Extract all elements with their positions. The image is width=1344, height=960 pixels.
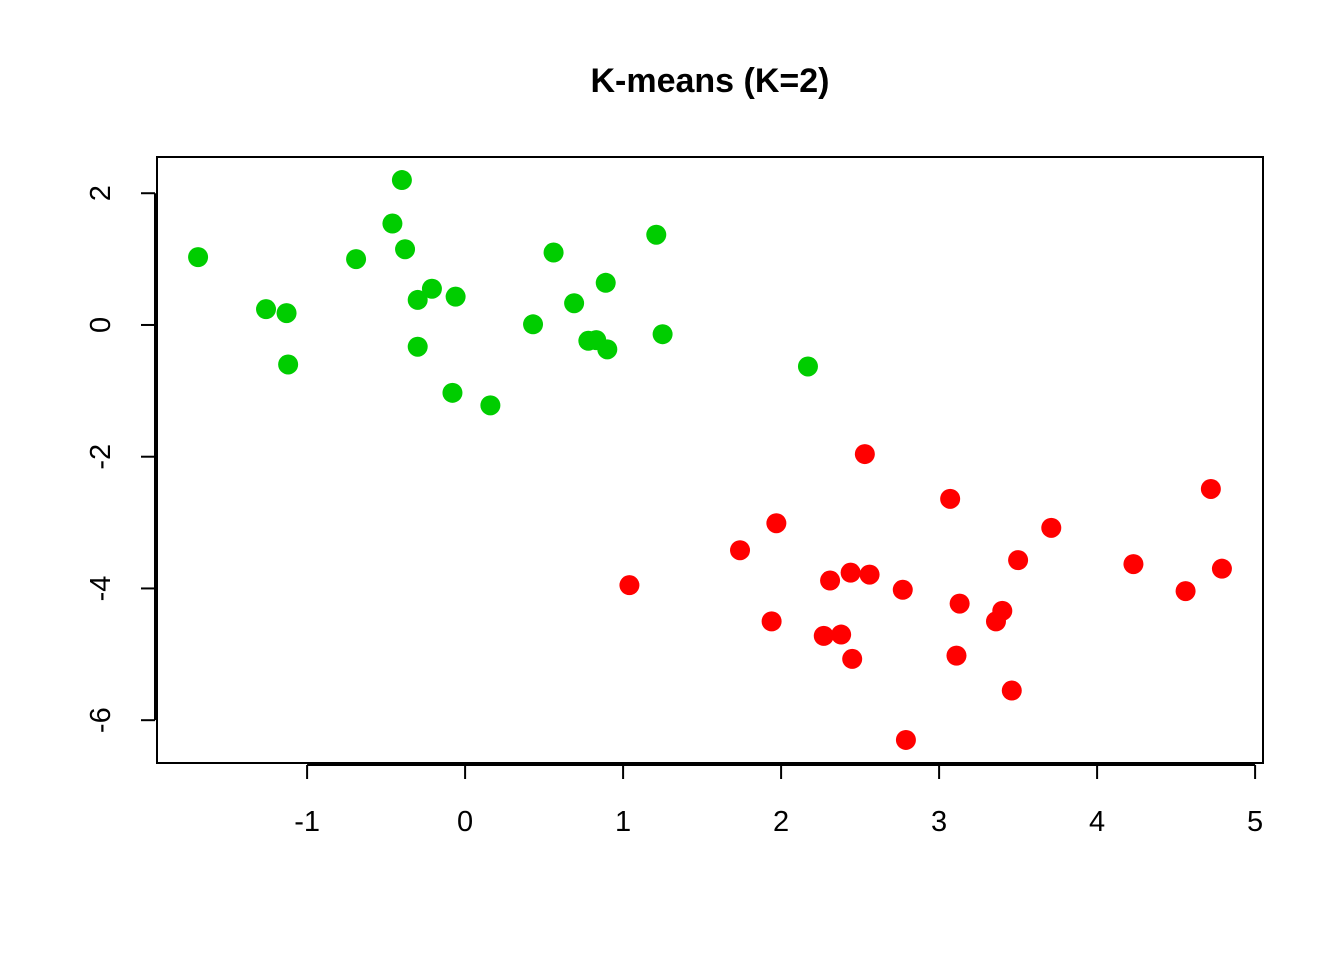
data-point [797,356,818,377]
x-tick-label: 5 [1247,806,1263,838]
data-point [652,324,673,345]
x-tick-label: 4 [1089,806,1105,838]
data-point [730,540,751,561]
x-tick-label: 1 [615,806,631,838]
data-point [395,239,416,260]
data-point [892,579,913,600]
data-point [949,593,970,614]
y-axis: -6 -4 -2 0 2 [85,185,156,733]
data-point [1175,581,1196,602]
data-point [854,444,875,465]
data-point [1001,680,1022,701]
y-tick-label: 0 [85,317,117,333]
data-point [842,648,863,669]
data-point [543,242,564,263]
data-point [278,354,299,375]
data-point [1211,558,1232,579]
x-tick-label: 0 [457,806,473,838]
data-point [382,213,403,234]
data-point [523,314,544,335]
data-point [1123,554,1144,575]
x-axis: -1 0 1 2 3 4 5 [294,764,1263,838]
data-point [946,645,967,666]
data-points [188,170,1232,750]
data-point [564,293,585,314]
data-point [940,488,961,509]
plot-frame [156,156,1264,764]
data-point [442,382,463,403]
data-point [256,299,277,320]
y-tick-label: -6 [85,707,117,733]
data-point [276,303,297,324]
data-point [859,564,880,585]
data-point [761,611,782,632]
y-tick-label: 2 [85,185,117,201]
data-point [766,513,787,534]
x-tick-label: 2 [773,806,789,838]
data-point [831,624,852,645]
data-point [188,247,209,268]
data-point [992,600,1013,621]
y-tick-label: -4 [85,576,117,602]
data-point [407,336,428,357]
x-tick-label: -1 [294,806,320,838]
data-point [391,170,412,191]
data-point [895,729,916,750]
data-point [646,224,667,245]
data-point [1041,517,1062,538]
data-point [407,289,428,310]
chart-title: K-means (K=2) [590,62,829,100]
data-point [480,395,501,416]
x-tick-label: 3 [931,806,947,838]
data-point [619,575,640,596]
data-point [346,249,367,270]
y-tick-label: -2 [85,444,117,470]
data-point [840,562,861,583]
data-point [595,272,616,293]
data-point [421,278,442,299]
data-point [597,339,618,360]
data-point [1008,550,1029,571]
data-point [445,286,466,307]
data-point [1200,478,1221,499]
data-point [820,570,841,591]
data-point [813,625,834,646]
